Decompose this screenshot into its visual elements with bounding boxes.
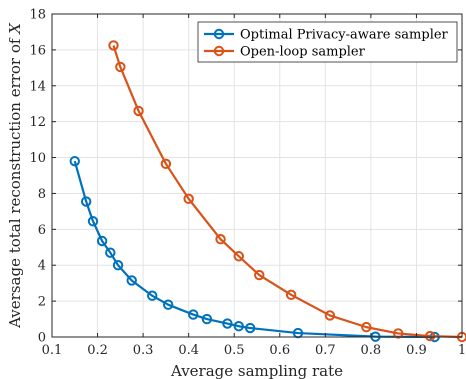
axis-ticks bbox=[51, 13, 463, 338]
series-line bbox=[73, 160, 435, 339]
data-point bbox=[162, 299, 174, 310]
data-point bbox=[188, 309, 199, 320]
data-point bbox=[201, 313, 213, 325]
data-point bbox=[133, 105, 144, 117]
legend-box bbox=[197, 21, 458, 63]
x-tick-label: 0.1 bbox=[42, 343, 63, 358]
data-point bbox=[147, 290, 158, 301]
data-point bbox=[324, 310, 336, 321]
x-tick-label: 0.2 bbox=[87, 343, 108, 358]
y-tick-label: 0 bbox=[38, 331, 46, 346]
y-tick-label: 14 bbox=[29, 79, 46, 94]
y-tick-label: 16 bbox=[29, 43, 46, 58]
data-point bbox=[69, 155, 80, 167]
y-tick-label: 18 bbox=[29, 8, 46, 23]
series-line bbox=[112, 45, 463, 339]
x-tick-label: 0.4 bbox=[178, 343, 199, 358]
x-tick-label: 0.6 bbox=[269, 343, 290, 358]
data-point bbox=[80, 196, 92, 207]
legend-label: Open-loop sampler bbox=[240, 45, 366, 60]
grid bbox=[51, 13, 463, 338]
y-tick-label: 8 bbox=[38, 187, 46, 202]
y-tick-label: 12 bbox=[29, 115, 46, 130]
x-axis-label: Average sampling rate bbox=[170, 362, 343, 379]
data-point bbox=[108, 40, 119, 51]
legend-marker bbox=[213, 28, 225, 40]
y-tick-label: 10 bbox=[29, 151, 46, 166]
data-point bbox=[96, 235, 108, 247]
tick-labels: 0.1 0.2 0.3 0.4 0.5 0.6 0.7 0.8 0.9 1024681012141… bbox=[29, 8, 466, 359]
x-tick-label: 0.9 bbox=[406, 343, 427, 358]
y-axis-label-variable: X bbox=[6, 22, 24, 35]
series-1 bbox=[69, 155, 440, 343]
data-point bbox=[233, 251, 244, 262]
data-point bbox=[87, 216, 99, 227]
data-point bbox=[115, 61, 126, 73]
legend-entry-1: Optimal Privacy-aware sampler bbox=[204, 28, 449, 43]
data-point bbox=[160, 158, 172, 170]
data-point bbox=[222, 318, 233, 329]
legend-entry-2: Open-loop sampler bbox=[204, 45, 366, 60]
x-tick-label: 1 bbox=[458, 343, 466, 358]
data-point bbox=[424, 330, 436, 342]
data-point bbox=[361, 321, 372, 333]
data-point bbox=[215, 234, 226, 245]
x-tick-label: 0.8 bbox=[361, 343, 382, 358]
y-axis-label-text: Aversage total reconstruction error of bbox=[6, 34, 24, 329]
plot-frame bbox=[51, 13, 463, 338]
data-point bbox=[254, 269, 265, 281]
data-point bbox=[112, 260, 124, 271]
data-point bbox=[126, 275, 137, 286]
y-axis-label: Aversage total reconstruction error of X bbox=[6, 22, 24, 329]
data-point bbox=[105, 247, 116, 258]
x-tick-label: 0.7 bbox=[315, 343, 336, 358]
data-point bbox=[285, 289, 297, 301]
legend-marker bbox=[213, 45, 225, 57]
data-point bbox=[183, 193, 194, 205]
legend-label: Optimal Privacy-aware sampler bbox=[240, 28, 449, 43]
y-tick-label: 6 bbox=[38, 223, 46, 238]
legend: Optimal Privacy-aware sampler Open-loop s… bbox=[197, 21, 458, 63]
series-2 bbox=[108, 40, 466, 343]
x-tick-label: 0.3 bbox=[133, 343, 154, 358]
y-tick-label: 2 bbox=[38, 295, 46, 310]
data-point bbox=[393, 328, 404, 339]
data-point bbox=[233, 321, 244, 332]
series-layer bbox=[69, 40, 466, 343]
data-point bbox=[244, 322, 256, 334]
x-tick-label: 0.5 bbox=[224, 343, 245, 358]
y-tick-label: 4 bbox=[38, 259, 46, 274]
